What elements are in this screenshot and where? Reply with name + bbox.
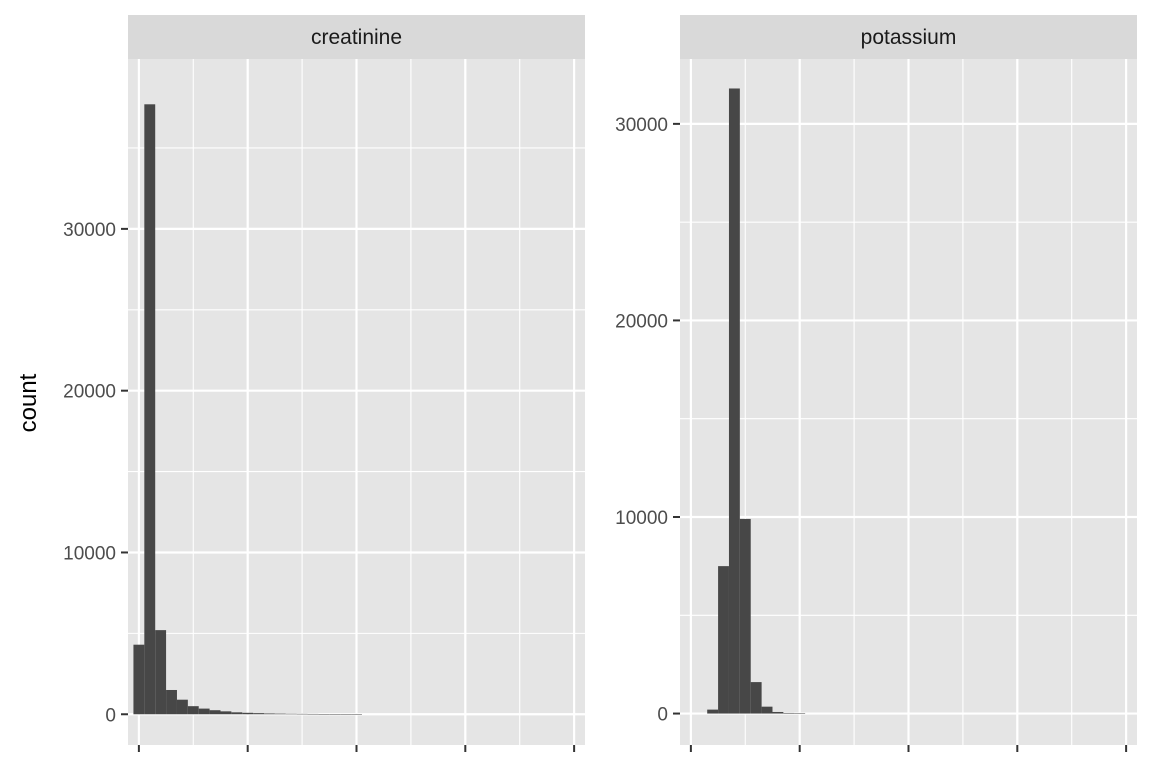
histogram-bar — [220, 711, 232, 715]
histogram-bar — [750, 682, 762, 714]
histogram-bars — [133, 104, 362, 715]
y-tick-label: 10000 — [63, 543, 116, 564]
facet-strip-label: potassium — [861, 26, 957, 49]
y-tick-label: 20000 — [63, 382, 116, 403]
histogram-bar — [718, 566, 729, 714]
histogram-bar — [728, 88, 740, 714]
histogram-bar — [253, 713, 265, 715]
histogram-bar — [274, 713, 286, 715]
y-axis: 0 10000 20000 30000 — [615, 115, 680, 726]
histogram-bar — [340, 714, 352, 715]
histogram-bar — [351, 714, 362, 715]
x-axis — [689, 745, 1128, 752]
histogram-bar — [318, 714, 330, 715]
x-axis — [137, 745, 576, 752]
histogram-bar — [187, 706, 199, 715]
histogram-bar — [242, 712, 254, 715]
histogram-bar — [176, 699, 188, 715]
histogram-bar — [296, 713, 308, 715]
histogram-bar — [739, 518, 751, 714]
facet-strip-background — [128, 15, 585, 59]
histogram-bar — [166, 689, 177, 715]
histogram-bar — [231, 712, 243, 715]
histogram-bar — [794, 713, 806, 714]
y-tick-label: 0 — [105, 705, 116, 726]
histogram-bar — [133, 644, 145, 715]
y-tick-label: 30000 — [63, 220, 116, 241]
histogram-bars — [707, 88, 806, 714]
facet-panel-potassium: potassium 0 10000 20000 30000 — [615, 15, 1137, 752]
gridlines — [680, 59, 1137, 745]
histogram-bar — [285, 713, 297, 715]
histogram-bar — [144, 104, 156, 715]
y-tick-label: 10000 — [615, 508, 668, 529]
y-axis-title: count — [15, 373, 42, 432]
histogram-bar — [209, 710, 221, 715]
y-tick-label: 20000 — [615, 311, 668, 332]
histogram-bar — [155, 630, 167, 715]
histogram-bar — [264, 713, 275, 715]
y-tick-label: 30000 — [615, 115, 668, 136]
histogram-bar — [198, 708, 210, 715]
facet-strip-background — [680, 15, 1137, 59]
histogram-bar — [707, 709, 719, 714]
histogram-bar — [761, 706, 773, 714]
y-axis: 0 10000 20000 30000 — [63, 220, 128, 726]
histogram-bar — [772, 711, 784, 714]
facet-strip-label: creatinine — [311, 26, 402, 49]
histogram-bar — [307, 713, 319, 715]
histogram-bar — [329, 714, 341, 715]
histogram-bar — [783, 712, 795, 714]
y-tick-label: 0 — [657, 705, 668, 726]
facet-panel-creatinine: creatinine 0 10000 20000 30000 — [63, 15, 585, 752]
